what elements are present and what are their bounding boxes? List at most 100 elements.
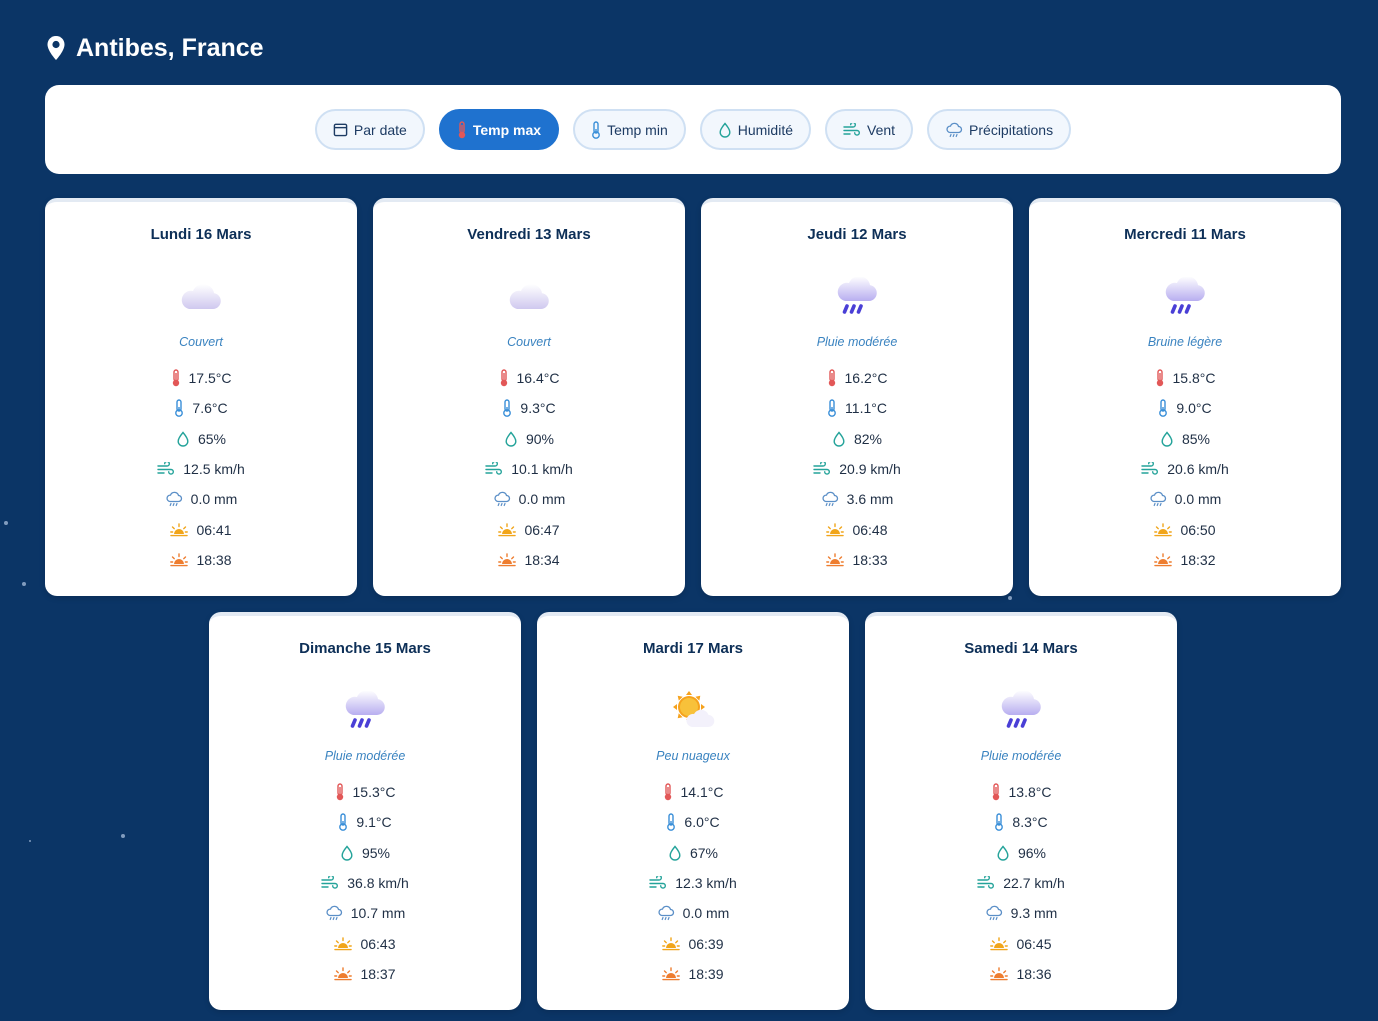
sunrise-icon (990, 936, 1009, 951)
droplet-icon (504, 431, 518, 447)
wind-icon (485, 462, 503, 476)
precipitation-value: 9.3 mm (1010, 905, 1058, 922)
precipitation-row: 0.0 mm (45, 484, 357, 514)
droplet-icon (1160, 431, 1174, 447)
sunset-value: 18:33 (852, 551, 888, 568)
precipitation-value: 3.6 mm (846, 491, 894, 508)
precipitation-row: 10.7 mm (209, 898, 521, 928)
sunset-icon (990, 967, 1009, 981)
weather-condition: Pluie modérée (324, 749, 406, 763)
weather-condition: Peu nuageux (656, 749, 730, 763)
humidity-value: 85% (1181, 430, 1211, 447)
rain-cloud-icon (325, 905, 343, 921)
sunrise-row: 06:48 (701, 514, 1013, 544)
wind-icon (157, 462, 175, 476)
wind-icon (977, 876, 995, 890)
humidity-row: 82% (701, 424, 1013, 454)
wind-row: 12.5 km/h (45, 454, 357, 484)
day-card: Jeudi 12 Mars Pluie modérée 16.2°C 11.1°C 82… (701, 198, 1013, 596)
sunrise-icon (334, 936, 353, 951)
wind-icon (321, 876, 339, 890)
humidity-row: 67% (537, 838, 849, 868)
temp-min-value: 11.1°C (845, 400, 887, 417)
sunrise-value: 06:41 (196, 521, 232, 538)
sunrise-value: 06:39 (688, 935, 724, 952)
filter-label: Par date (353, 121, 407, 138)
temp-min-value: 9.3°C (520, 400, 556, 417)
filter-label: Vent (867, 121, 896, 138)
day-date: Vendredi 13 Mars (467, 226, 591, 243)
wind-value: 22.7 km/h (1003, 875, 1065, 892)
sunrise-value: 06:47 (524, 521, 560, 538)
sunset-value: 18:34 (524, 551, 560, 568)
temp-max-row: 16.4°C (373, 363, 685, 393)
filter-vent-button[interactable]: Vent (825, 109, 914, 150)
sunrise-value: 06:43 (360, 935, 396, 952)
calendar-icon (333, 122, 348, 137)
filter-précipitations-button[interactable]: Précipitations (927, 109, 1072, 150)
sunset-icon (1154, 553, 1173, 567)
temp-max-row: 15.8°C (1029, 363, 1341, 393)
temp-min-row: 8.3°C (865, 807, 1177, 837)
droplet-icon (718, 121, 732, 138)
sunrise-icon (498, 522, 517, 537)
wind-icon (649, 876, 667, 890)
sunset-row: 18:39 (537, 959, 849, 989)
filter-temp-max-button[interactable]: Temp max (438, 109, 560, 150)
wind-value: 12.5 km/h (183, 461, 245, 478)
wind-icon (843, 122, 861, 137)
droplet-icon (176, 431, 190, 447)
rain-cloud-icon (1149, 491, 1167, 507)
droplet-icon (668, 845, 682, 861)
thermometer-cold-icon (338, 813, 348, 832)
cloud-icon (499, 267, 559, 327)
filter-par-date-button[interactable]: Par date (314, 109, 425, 150)
temp-min-row: 9.1°C (209, 807, 521, 837)
sunrise-value: 06:45 (1016, 935, 1052, 952)
day-card: Vendredi 13 Mars Couvert 16.4°C 9.3°C 90% 10.… (373, 198, 685, 596)
thermometer-hot-icon (171, 369, 181, 387)
rain-cloud-icon (1155, 267, 1215, 327)
humidity-value: 96% (1017, 844, 1047, 861)
filter-label: Temp max (472, 121, 542, 138)
weather-condition: Pluie modérée (816, 335, 898, 349)
precipitation-value: 0.0 mm (1174, 491, 1222, 508)
temp-min-row: 9.0°C (1029, 393, 1341, 423)
wind-value: 36.8 km/h (347, 875, 409, 892)
thermometer-cold-icon (591, 120, 601, 139)
sunset-icon (334, 967, 353, 981)
weather-condition: Bruine légère (1147, 335, 1223, 349)
sunset-value: 18:39 (688, 965, 724, 982)
sunset-icon (170, 553, 189, 567)
wind-icon (813, 462, 831, 476)
thermometer-hot-icon (827, 369, 837, 387)
humidity-row: 95% (209, 838, 521, 868)
filter-humidité-button[interactable]: Humidité (699, 109, 811, 150)
rain-cloud-icon (991, 681, 1051, 741)
weather-condition: Pluie modérée (980, 749, 1062, 763)
precipitation-value: 0.0 mm (518, 491, 566, 508)
filter-temp-min-button[interactable]: Temp min (573, 109, 686, 150)
temp-min-row: 7.6°C (45, 393, 357, 423)
temp-max-value: 15.3°C (352, 784, 396, 801)
precipitation-row: 0.0 mm (537, 898, 849, 928)
temp-max-value: 15.8°C (1172, 370, 1216, 387)
day-date: Mardi 17 Mars (642, 640, 744, 657)
weather-condition: Couvert (179, 335, 223, 349)
map-pin-icon (46, 35, 66, 61)
droplet-icon (996, 845, 1010, 861)
temp-min-row: 9.3°C (373, 393, 685, 423)
day-card: Samedi 14 Mars Pluie modérée 13.8°C 8.3°C 96… (865, 612, 1177, 1010)
star-decoration (121, 834, 125, 838)
temp-min-value: 9.0°C (1176, 400, 1212, 417)
precipitation-value: 0.0 mm (682, 905, 730, 922)
rain-cloud-icon (493, 491, 511, 507)
sunset-value: 18:38 (196, 551, 232, 568)
day-card: Mardi 17 Mars Peu nuageux 14.1°C 6.0°C 67% 12… (537, 612, 849, 1010)
sunset-row: 18:36 (865, 959, 1177, 989)
location-header: Antibes, France (46, 32, 264, 64)
temp-max-value: 13.8°C (1008, 784, 1052, 801)
humidity-value: 65% (197, 430, 227, 447)
thermometer-hot-icon (457, 120, 467, 139)
sunset-row: 18:32 (1029, 545, 1341, 575)
